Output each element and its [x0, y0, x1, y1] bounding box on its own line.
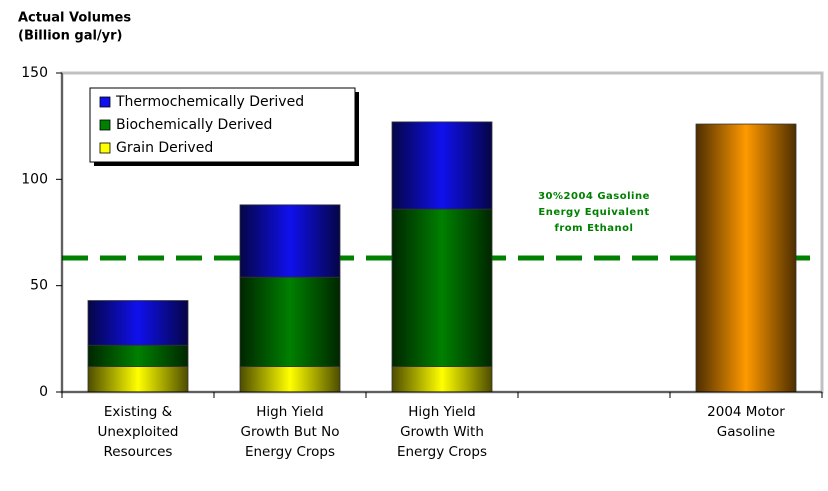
- x-tick-label: High Yield: [256, 404, 323, 420]
- y-tick-label: 100: [21, 171, 48, 187]
- chart-title: Actual Volumes: [18, 11, 131, 26]
- y-tick-label: 50: [30, 278, 48, 294]
- bar-segment: [391, 121, 493, 210]
- y-tick-label: 0: [39, 384, 48, 400]
- x-tick-label: 2004 Motor: [707, 404, 785, 420]
- bar-segment: [239, 276, 341, 367]
- bar-segment: [391, 366, 493, 393]
- chart-title: (Billion gal/yr): [18, 29, 123, 44]
- bar-segment: [391, 208, 493, 367]
- legend-label: Biochemically Derived: [116, 117, 272, 133]
- bar-segment: [87, 366, 189, 393]
- legend-swatch: [99, 96, 111, 108]
- x-tick-label: Resources: [104, 444, 173, 460]
- reference-label: from Ethanol: [555, 223, 634, 234]
- legend-label: Grain Derived: [116, 140, 213, 156]
- reference-label: Energy Equivalent: [538, 207, 649, 218]
- x-tick-label: Growth With: [400, 424, 484, 440]
- legend-label: Thermochemically Derived: [115, 94, 304, 110]
- legend-swatch: [99, 142, 111, 154]
- x-tick-label: Gasoline: [717, 424, 775, 440]
- bar-segment: [87, 344, 189, 367]
- x-tick-label: Energy Crops: [245, 444, 335, 460]
- x-tick-label: Energy Crops: [397, 444, 487, 460]
- x-tick-label: Growth But No: [241, 424, 340, 440]
- bar-segment: [239, 366, 341, 393]
- bar-segment: [239, 204, 341, 278]
- legend-swatch: [99, 119, 111, 131]
- x-tick-label: Unexploited: [98, 424, 179, 440]
- bar-segment: [695, 123, 797, 393]
- reference-label: 30%2004 Gasoline: [538, 191, 650, 202]
- legend: [89, 87, 356, 163]
- y-tick-label: 150: [21, 65, 48, 81]
- bar-segment: [87, 300, 189, 346]
- x-tick-label: High Yield: [408, 404, 475, 420]
- x-tick-label: Existing &: [104, 404, 173, 420]
